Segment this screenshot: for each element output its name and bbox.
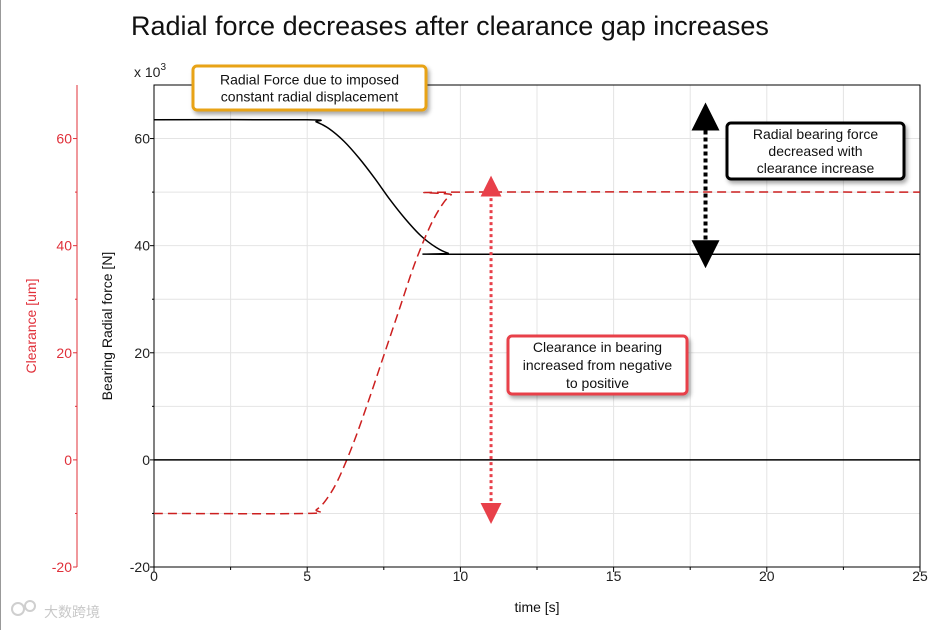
y-tick-label: 60 <box>134 131 150 147</box>
annotation-text-bearing: Radial bearing force <box>753 126 879 142</box>
y2-tick-label: 40 <box>56 238 72 254</box>
x-tick-label: 25 <box>912 568 928 584</box>
y2-tick-label: 60 <box>56 131 72 147</box>
y2-tick-label: 0 <box>64 452 72 468</box>
annotation-text-clearance: to positive <box>566 375 629 391</box>
y2-tick-label: 20 <box>56 345 72 361</box>
x-tick-label: 10 <box>453 568 469 584</box>
y-multiplier-base: x 10 <box>134 64 161 80</box>
watermark: 大数跨境 <box>11 600 100 621</box>
y-axis-label: Bearing Radial force [N] <box>99 252 115 401</box>
series-clearance <box>153 191 921 515</box>
x-tick-label: 20 <box>759 568 775 584</box>
annotation-text-clearance: increased from negative <box>523 357 673 373</box>
watermark-text: 大数跨境 <box>44 605 100 621</box>
annotation-box-imposed <box>191 64 428 112</box>
y2-tick-label: -20 <box>52 559 72 575</box>
y-tick-label: 20 <box>134 345 150 361</box>
annotation-box-bearing <box>725 121 906 181</box>
x-axis-label: time [s] <box>514 599 559 615</box>
annotation-text-bearing: decreased with <box>768 143 862 159</box>
series-layer <box>153 118 921 515</box>
annotation-clearance: Clearance in bearing increased from negat… <box>506 334 689 396</box>
annotation-text-bearing: clearance increase <box>757 160 875 176</box>
y2-axis-label: Clearance [um] <box>23 279 39 374</box>
series-bearing-radial-force <box>153 118 921 256</box>
y-tick-label: -20 <box>130 559 150 575</box>
y-tick-label: 40 <box>134 238 150 254</box>
y-multiplier-exponent: 3 <box>160 62 166 73</box>
annotation-text-clearance: Clearance in bearing <box>533 339 662 355</box>
annotation-box-clearance <box>506 334 689 396</box>
x-tick-label: 15 <box>606 568 622 584</box>
y-multiplier-label: x 103 <box>134 62 166 80</box>
x-tick-label: 5 <box>303 568 311 584</box>
watermark-logo-icon-2 <box>24 600 36 612</box>
annotation-text-imposed: constant radial displacement <box>221 89 399 105</box>
x-tick-label: 0 <box>150 568 158 584</box>
chart-title: Radial force decreases after clearance g… <box>131 11 769 41</box>
watermark-logo-icon <box>11 602 25 616</box>
y-tick-label: 0 <box>142 452 150 468</box>
annotation-text-imposed: Radial Force due to imposed <box>220 72 399 88</box>
